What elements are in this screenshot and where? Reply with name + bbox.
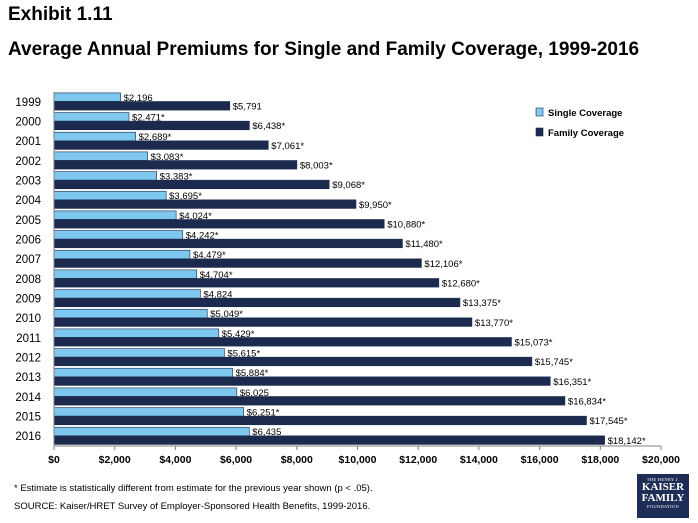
data-label: $15,073*: [514, 338, 552, 349]
x-tick-label: $8,000: [281, 454, 313, 466]
single-coverage-bar: [54, 329, 219, 338]
data-label: $11,480*: [405, 239, 443, 250]
family-coverage-bar: [54, 436, 605, 445]
family-coverage-bar: [54, 279, 439, 288]
category-label: 2016: [15, 431, 41, 443]
kff-logo: THE HENRY J. KAISER FAMILY FOUNDATION: [637, 474, 689, 518]
category-label: 2015: [15, 412, 41, 424]
data-label: $7,061*: [271, 141, 304, 152]
single-coverage-bar: [54, 250, 190, 259]
x-tick-label: $2,000: [99, 454, 131, 466]
family-coverage-bar: [54, 357, 532, 366]
data-label: $9,068*: [332, 180, 365, 191]
x-tick-label: $4,000: [159, 454, 191, 466]
category-label: 2014: [15, 392, 41, 404]
family-coverage-bar: [54, 377, 550, 386]
family-coverage-bar: [54, 397, 565, 406]
single-coverage-bar: [54, 427, 249, 436]
family-coverage-bar: [54, 102, 230, 111]
x-tick-label: $6,000: [220, 454, 252, 466]
category-label: 2000: [15, 117, 41, 129]
family-coverage-bar: [54, 239, 402, 248]
x-tick-label: $20,000: [642, 454, 680, 466]
category-label: 2009: [15, 294, 41, 306]
category-label: 2005: [15, 215, 41, 227]
family-coverage-bar: [54, 298, 460, 307]
single-coverage-bar: [54, 191, 166, 200]
single-coverage-bar: [54, 368, 233, 377]
data-label: $10,880*: [387, 220, 425, 231]
data-label: $8,003*: [300, 161, 333, 172]
legend-swatch: [536, 108, 543, 116]
data-label: $18,142*: [608, 436, 646, 447]
single-coverage-bar: [54, 231, 183, 240]
single-coverage-bar: [54, 172, 157, 181]
family-coverage-bar: [54, 161, 297, 170]
category-label: 2007: [15, 254, 41, 266]
source-note: SOURCE: Kaiser/HRET Survey of Employer-S…: [14, 501, 370, 512]
data-label: $12,106*: [424, 259, 462, 270]
single-coverage-bar: [54, 349, 224, 358]
category-label: 2011: [16, 333, 41, 345]
legend-label: Family Coverage: [548, 128, 624, 139]
single-coverage-bar: [54, 388, 237, 397]
data-label: $5,791: [233, 102, 262, 113]
x-tick-label: $12,000: [399, 454, 437, 466]
single-coverage-bar: [54, 270, 197, 279]
category-label: 2006: [15, 235, 41, 247]
footnote: * Estimate is statistically different fr…: [14, 483, 373, 494]
data-label: $17,545*: [589, 416, 627, 427]
family-coverage-bar: [54, 338, 511, 347]
data-label: $16,351*: [553, 377, 591, 388]
family-coverage-bar: [54, 180, 329, 189]
family-coverage-bar: [54, 416, 586, 425]
logo-line-4: FOUNDATION: [637, 504, 689, 509]
category-label: 2002: [15, 156, 41, 168]
family-coverage-bar: [54, 259, 421, 268]
legend-swatch: [536, 128, 543, 136]
family-coverage-bar: [54, 220, 384, 229]
x-tick-label: $0: [48, 454, 60, 466]
data-label: $12,680*: [442, 279, 480, 290]
single-coverage-bar: [54, 93, 121, 102]
category-label: 2012: [15, 353, 41, 365]
category-label: 2008: [15, 274, 41, 286]
category-label: 2010: [15, 313, 41, 325]
x-tick-label: $18,000: [581, 454, 619, 466]
category-label: 2003: [15, 176, 41, 188]
data-label: $6,438*: [252, 121, 285, 132]
single-coverage-bar: [54, 309, 207, 318]
single-coverage-bar: [54, 408, 244, 417]
data-label: $15,745*: [535, 357, 573, 368]
data-label: $13,770*: [475, 318, 513, 329]
x-tick-label: $14,000: [460, 454, 498, 466]
category-label: 2001: [15, 136, 41, 148]
x-tick-label: $16,000: [521, 454, 559, 466]
data-label: $16,834*: [568, 397, 606, 408]
category-label: 2004: [15, 195, 41, 207]
data-label: $9,950*: [359, 200, 392, 211]
single-coverage-bar: [54, 113, 129, 122]
logo-line-3: FAMILY: [637, 493, 689, 504]
data-label: $13,375*: [463, 298, 501, 309]
family-coverage-bar: [54, 318, 472, 327]
single-coverage-bar: [54, 290, 200, 299]
family-coverage-bar: [54, 141, 268, 150]
x-tick-label: $10,000: [339, 454, 377, 466]
family-coverage-bar: [54, 200, 356, 209]
family-coverage-bar: [54, 121, 249, 130]
single-coverage-bar: [54, 152, 148, 161]
category-label: 1999: [15, 97, 41, 109]
legend-label: Single Coverage: [548, 108, 622, 119]
bar-chart: 1999 $2,196$5,7912000 $2,471*$6,438*2001 $2…: [0, 0, 698, 523]
category-label: 2013: [15, 372, 41, 384]
single-coverage-bar: [54, 132, 136, 141]
single-coverage-bar: [54, 211, 176, 220]
